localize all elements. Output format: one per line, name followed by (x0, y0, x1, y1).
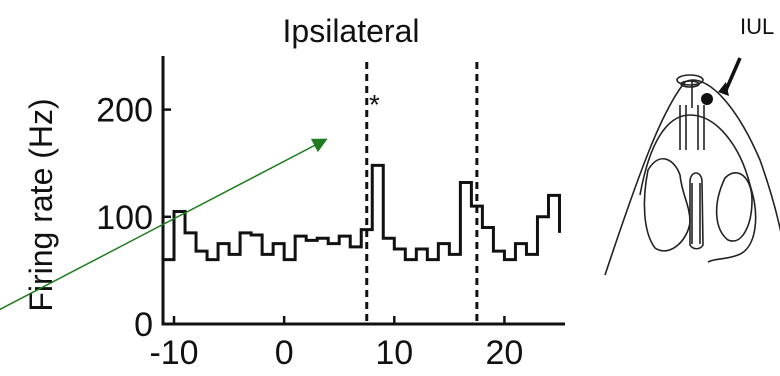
recording-site-dot (701, 93, 713, 105)
schematic-arrow (724, 57, 742, 91)
histogram-series (163, 163, 561, 262)
chart-axes (161, 56, 565, 326)
significance-marker: * (369, 89, 380, 120)
schematic-arrowhead (718, 82, 729, 96)
y-tick-label: 200 (96, 92, 153, 130)
event-lines (365, 62, 479, 324)
x-tick-label: 20 (486, 334, 524, 372)
top-oval-inner (680, 80, 700, 88)
y-tick-label: 0 (134, 306, 153, 344)
schematic-label: IUL (740, 14, 774, 39)
outer-outline (604, 79, 780, 276)
y-axis-label: Firing rate (Hz) (23, 98, 59, 311)
central-canal (689, 172, 704, 250)
pointer-arrow (0, 138, 328, 311)
x-tick-label: -10 (149, 334, 198, 372)
chart-title: Ipsilateral (283, 13, 420, 49)
top-oval (676, 74, 704, 86)
y-tick-label: 100 (96, 199, 153, 237)
cerebellum-left (679, 105, 687, 150)
right-lobe (715, 172, 753, 242)
x-tick-label: 0 (275, 334, 294, 372)
x-tick-label: 10 (375, 334, 413, 372)
left-lobe (643, 158, 691, 252)
brain-schematic (604, 74, 780, 276)
cerebellum-right (697, 105, 705, 150)
inner-contour (639, 114, 757, 263)
